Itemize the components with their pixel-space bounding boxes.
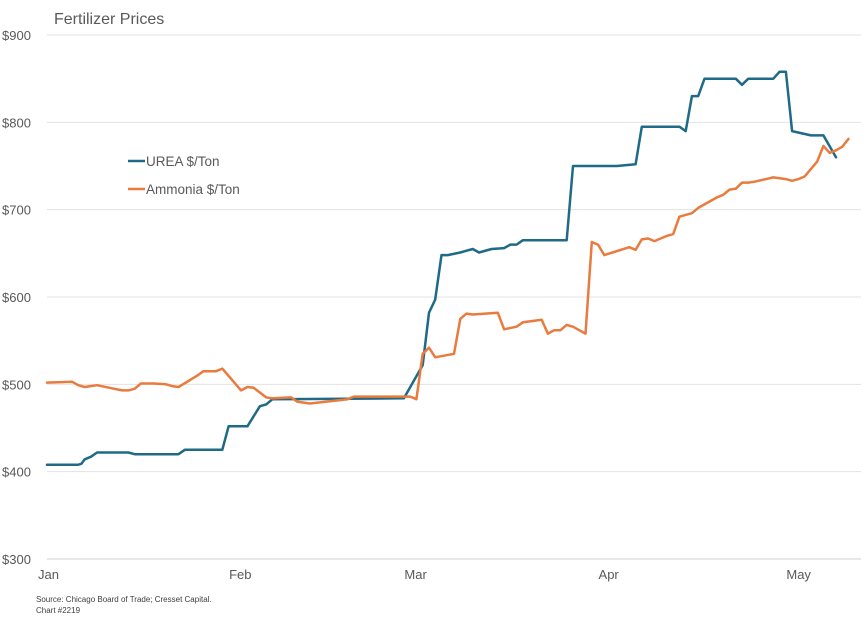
source-text: Source: Chicago Board of Trade; Cresset … <box>36 595 212 604</box>
source-note: Source: Chicago Board of Trade; Cresset … <box>36 594 212 616</box>
x-axis-ticks: Jan Feb Mar Apr May <box>38 567 811 582</box>
legend-label: UREA $/Ton <box>146 154 220 169</box>
y-tick-label: $800 <box>2 115 31 130</box>
y-tick-label: $900 <box>2 28 31 43</box>
series-lines <box>45 70 850 466</box>
chart-number: Chart #2219 <box>36 606 81 615</box>
x-tick-label: May <box>786 567 811 582</box>
legend: UREA $/Ton Ammonia $/Ton <box>128 154 240 197</box>
gridlines <box>47 34 861 560</box>
legend-label: Ammonia $/Ton <box>146 182 240 197</box>
x-tick-label: Mar <box>404 567 427 582</box>
x-tick-label: Feb <box>229 567 251 582</box>
y-tick-label: $300 <box>2 552 31 567</box>
x-tick-label: Jan <box>38 567 59 582</box>
y-tick-label: $400 <box>2 465 31 480</box>
x-tick-label: Apr <box>599 567 620 582</box>
y-tick-label: $500 <box>2 377 31 392</box>
chart-title: Fertilizer Prices <box>54 11 164 28</box>
series-line-ammonia <box>45 137 850 405</box>
series-line-urea <box>45 70 838 466</box>
y-tick-label: $700 <box>2 203 31 218</box>
y-tick-label: $600 <box>2 290 31 305</box>
y-axis-ticks: $300 $400 $500 $600 $700 $800 $900 <box>2 28 31 567</box>
